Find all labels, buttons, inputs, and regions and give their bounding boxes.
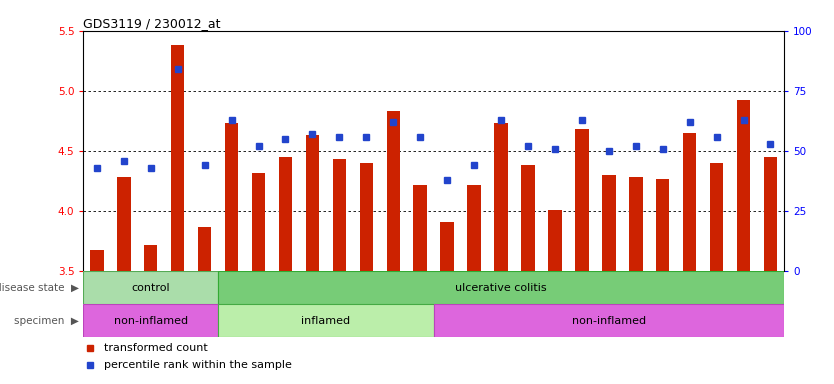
Bar — [359, 163, 373, 271]
Bar — [171, 45, 184, 271]
Bar — [736, 101, 751, 271]
Bar — [279, 157, 292, 271]
Bar — [219, 304, 434, 337]
Bar — [656, 179, 670, 271]
Text: ulcerative colitis: ulcerative colitis — [455, 283, 547, 293]
Bar — [219, 271, 784, 304]
Bar — [440, 222, 454, 271]
Bar — [602, 175, 615, 271]
Text: disease state  ▶: disease state ▶ — [0, 283, 79, 293]
Text: non-inflamed: non-inflamed — [572, 316, 646, 326]
Bar — [144, 245, 158, 271]
Bar — [629, 177, 642, 271]
Bar — [83, 271, 219, 304]
Bar — [333, 159, 346, 271]
Bar — [117, 177, 131, 271]
Bar — [764, 157, 777, 271]
Bar — [467, 185, 481, 271]
Bar — [386, 111, 400, 271]
Bar — [495, 123, 508, 271]
Text: control: control — [132, 283, 170, 293]
Bar — [252, 173, 265, 271]
Bar — [521, 166, 535, 271]
Text: specimen  ▶: specimen ▶ — [14, 316, 79, 326]
Bar — [434, 304, 784, 337]
Text: percentile rank within the sample: percentile rank within the sample — [104, 360, 292, 370]
Text: inflamed: inflamed — [301, 316, 350, 326]
Text: GDS3119 / 230012_at: GDS3119 / 230012_at — [83, 17, 221, 30]
Bar — [198, 227, 211, 271]
Bar — [90, 250, 103, 271]
Bar — [575, 129, 589, 271]
Bar — [548, 210, 561, 271]
Text: transformed count: transformed count — [104, 343, 208, 353]
Bar — [710, 163, 723, 271]
Bar — [83, 304, 219, 337]
Text: non-inflamed: non-inflamed — [113, 316, 188, 326]
Bar — [306, 136, 319, 271]
Bar — [683, 133, 696, 271]
Bar — [225, 123, 239, 271]
Bar — [414, 185, 427, 271]
